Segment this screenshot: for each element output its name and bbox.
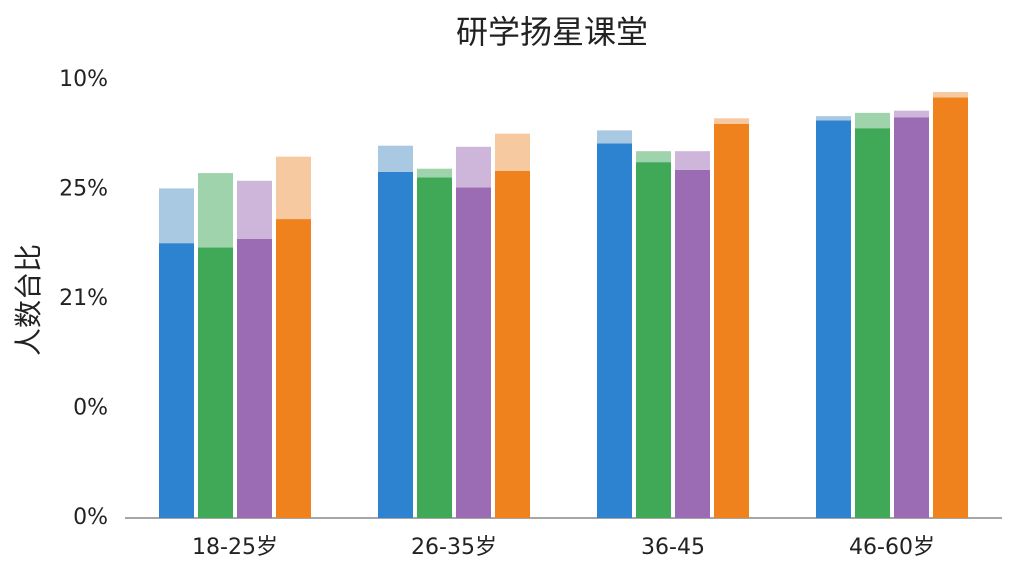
bar-light-segment	[456, 146, 491, 188]
bar	[495, 170, 530, 518]
bar-light-segment	[378, 145, 413, 172]
bar	[378, 171, 413, 519]
bar	[198, 247, 233, 518]
bar	[816, 120, 851, 518]
bar	[597, 143, 632, 518]
bar-light-segment	[894, 110, 929, 118]
bar-light-segment	[636, 151, 671, 163]
bar-light-segment	[714, 118, 749, 124]
bar	[675, 169, 710, 519]
y-tick-label: 25%	[59, 177, 108, 202]
bar	[276, 219, 311, 518]
bar-light-segment	[933, 92, 968, 98]
y-tick-label: 0%	[73, 396, 108, 421]
y-axis-label: 人数台比	[12, 244, 45, 356]
bar-light-segment	[237, 180, 272, 239]
bar-light-segment	[198, 173, 233, 248]
x-tick-label: 18-25岁	[192, 535, 278, 560]
x-tick-label: 46-60岁	[849, 535, 935, 560]
bar	[417, 177, 452, 518]
chart-title: 研学扬星课堂	[456, 13, 648, 51]
bar-light-segment	[276, 156, 311, 220]
bar	[894, 117, 929, 518]
bar	[933, 97, 968, 519]
bar-light-segment	[597, 130, 632, 144]
bar-light-segment	[675, 151, 710, 170]
bar-light-segment	[495, 133, 530, 171]
bar	[237, 238, 272, 518]
x-tick-label: 36-45	[641, 535, 705, 560]
y-tick-label: 10%	[59, 67, 108, 92]
bar-light-segment	[855, 112, 890, 129]
x-tick-label: 26-35岁	[411, 535, 497, 560]
bar	[159, 243, 194, 518]
bar	[456, 187, 491, 518]
bar-light-segment	[417, 168, 452, 178]
bar-light-segment	[159, 188, 194, 244]
bar	[636, 162, 671, 518]
bar-light-segment	[816, 116, 851, 121]
y-tick-label: 21%	[59, 286, 108, 311]
bar	[855, 128, 890, 518]
y-tick-label: 0%	[73, 505, 108, 530]
bar	[714, 123, 749, 519]
